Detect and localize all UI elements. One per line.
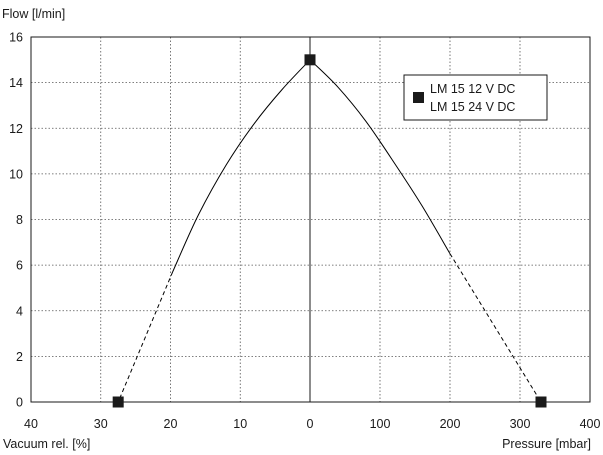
y-tick-label: 16 <box>9 31 23 45</box>
x-right-tick-label: 400 <box>580 417 601 431</box>
x-left-tick-label: 10 <box>233 417 247 431</box>
y-tick-label: 4 <box>16 304 23 318</box>
legend-entry-2: LM 15 24 V DC <box>430 100 515 114</box>
legend-marker-icon <box>413 92 424 103</box>
x-left-tick-label: 40 <box>24 417 38 431</box>
x-right-tick-label: 200 <box>440 417 461 431</box>
y-tick-label: 2 <box>16 350 23 364</box>
markers <box>112 54 547 408</box>
x-left-tick-label: 0 <box>307 417 314 431</box>
data-point-marker <box>112 396 124 408</box>
pressure-curve-solid <box>309 59 451 254</box>
axes <box>30 36 591 403</box>
vacuum-curve-solid <box>172 59 311 273</box>
y-tick-label: 6 <box>16 259 23 273</box>
x-right-tick-label: 100 <box>370 417 391 431</box>
y-tick-label: 12 <box>9 122 23 136</box>
y-tick-label: 0 <box>16 396 23 410</box>
y-axis-title: Flow [l/min] <box>2 7 65 21</box>
y-tick-label: 8 <box>16 213 23 227</box>
y-tick-label: 10 <box>9 167 23 181</box>
data-point-marker <box>304 54 316 66</box>
x-right-tick-label: 300 <box>510 417 531 431</box>
vacuum-curve-dashed <box>117 271 174 403</box>
curves <box>117 59 542 403</box>
data-point-marker <box>535 396 547 408</box>
legend: LM 15 12 V DC LM 15 24 V DC <box>403 74 548 121</box>
pressure-curve-dashed <box>449 253 542 403</box>
y-tick-label: 14 <box>9 76 23 90</box>
legend-entry-1: LM 15 12 V DC <box>430 82 515 96</box>
legend-box <box>403 74 548 121</box>
x-left-tick-label: 20 <box>164 417 178 431</box>
x-left-tick-label: 30 <box>94 417 108 431</box>
x-axis-left-title: Vacuum rel. [%] <box>3 437 90 451</box>
x-axis-right-title: Pressure [mbar] <box>502 437 591 451</box>
